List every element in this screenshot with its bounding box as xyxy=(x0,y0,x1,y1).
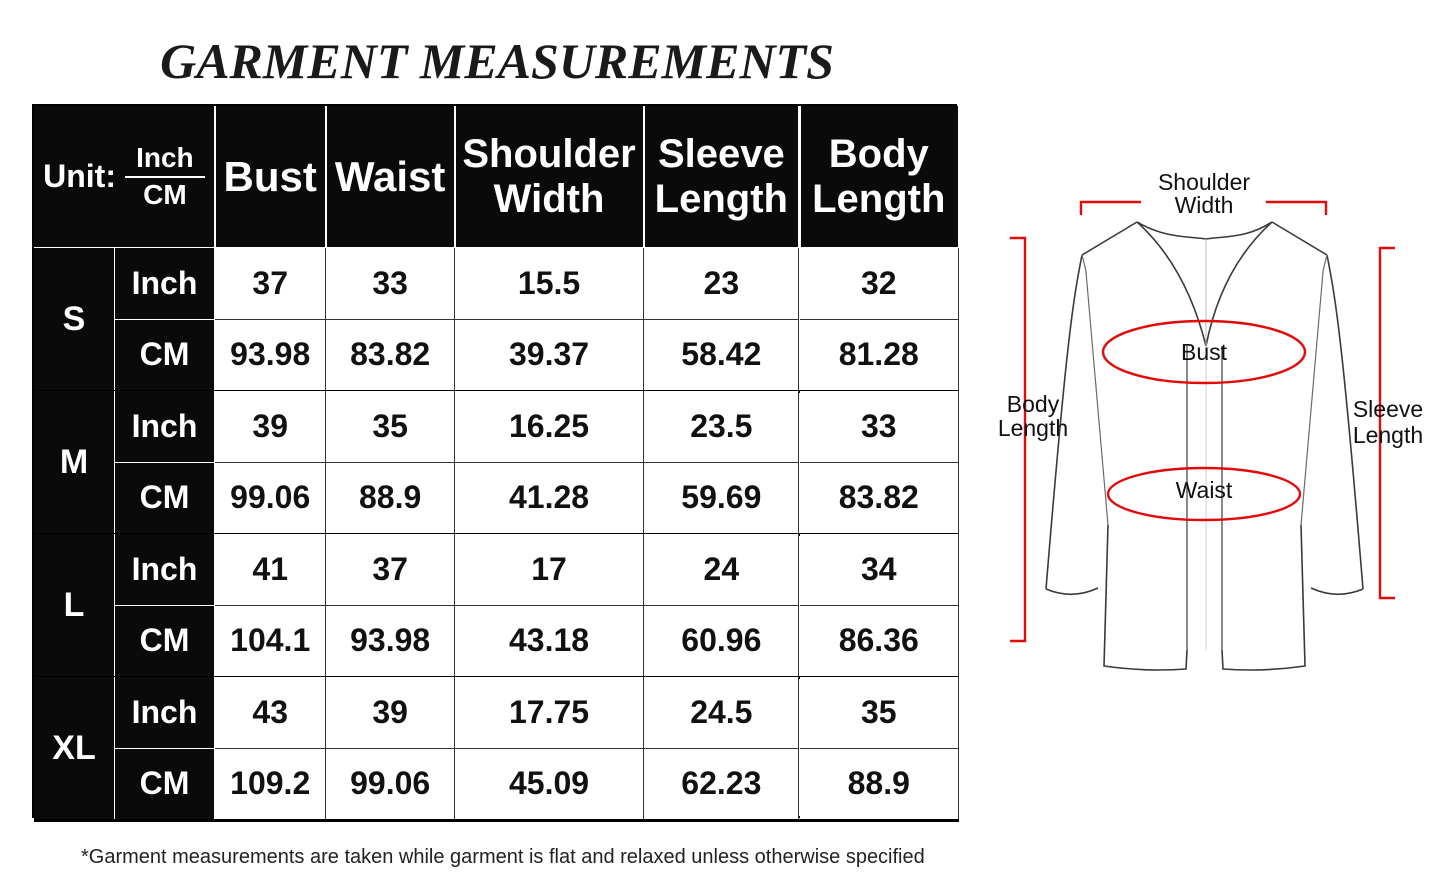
svg-text:Waist: Waist xyxy=(1176,477,1233,503)
svg-text:Bust: Bust xyxy=(1181,339,1228,365)
svg-text:Length: Length xyxy=(998,415,1068,441)
svg-text:Length: Length xyxy=(1353,422,1423,448)
svg-text:Width: Width xyxy=(1175,192,1234,218)
svg-text:Body: Body xyxy=(1007,391,1060,417)
svg-text:Sleeve: Sleeve xyxy=(1353,396,1423,422)
